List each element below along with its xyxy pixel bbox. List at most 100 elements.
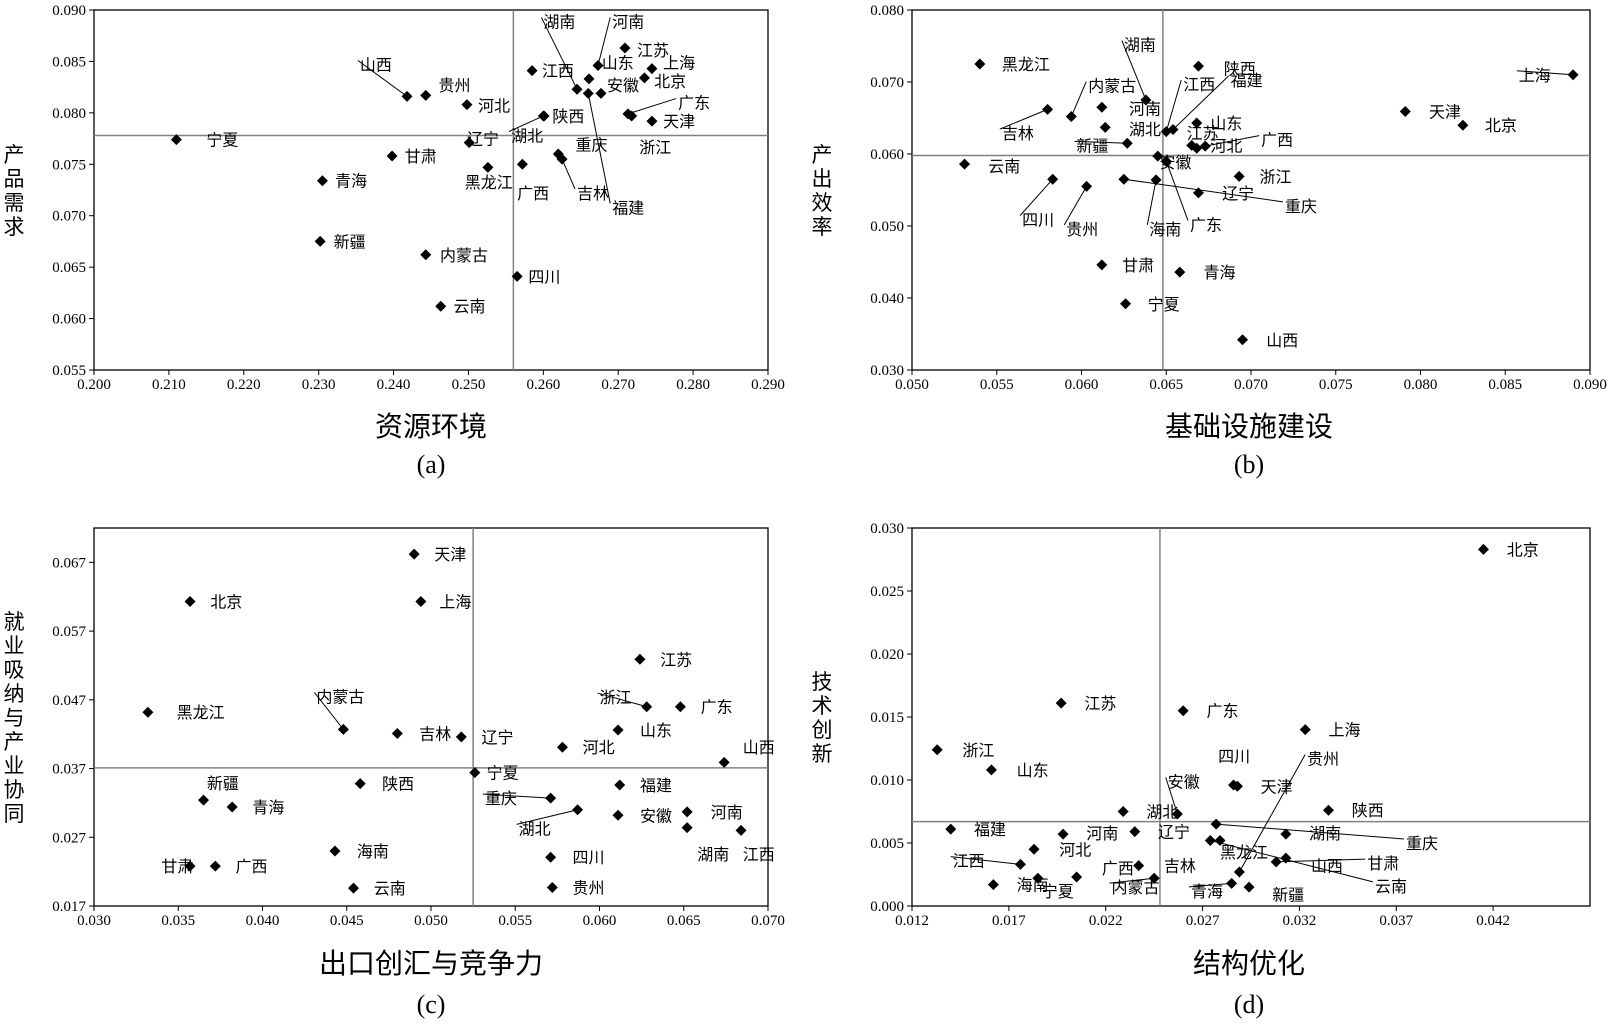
data-point-marker: [1152, 150, 1164, 162]
data-point-label: 山东: [640, 721, 672, 740]
data-point-marker: [1191, 117, 1203, 129]
data-point-marker: [1118, 173, 1130, 185]
data-point-label: 河南: [711, 803, 743, 822]
x-tick-label: 0.260: [526, 377, 560, 393]
data-point-marker: [1160, 126, 1172, 138]
y-tick-label: 0.080: [52, 106, 86, 122]
data-point-label: 广西: [517, 184, 549, 203]
data-point-label: 新疆: [1076, 136, 1108, 155]
y-tick-label: 0.000: [870, 899, 904, 915]
data-point-label: 湖南: [697, 845, 729, 864]
data-point-marker: [1199, 140, 1211, 152]
data-point-label: 河北: [1210, 136, 1242, 155]
data-point-marker: [634, 653, 646, 665]
data-point-label: 黑龙江: [1002, 55, 1050, 74]
x-tick-label: 0.012: [895, 913, 929, 929]
data-point-marker: [142, 706, 154, 718]
panel-caption: (c): [417, 990, 446, 1019]
data-point-marker: [1117, 806, 1129, 817]
x-tick-label: 0.270: [601, 377, 635, 393]
leader-line: [540, 17, 578, 90]
y-tick-label: 0.005: [870, 836, 904, 852]
data-point-label: 福建: [612, 198, 644, 217]
leader-line: [1205, 135, 1260, 147]
leader-line: [561, 158, 576, 190]
leader-line: [597, 17, 611, 66]
leader-line: [587, 93, 611, 204]
data-point-marker: [401, 90, 413, 102]
data-point-label: 河北: [1059, 840, 1091, 859]
data-point-marker: [987, 879, 999, 891]
data-point-marker: [420, 89, 432, 101]
x-tick-label: 0.290: [751, 377, 785, 393]
y-tick-label: 0.065: [52, 260, 86, 276]
data-point-marker: [455, 731, 467, 743]
data-point-label: 江西: [953, 852, 985, 871]
data-point-marker: [435, 300, 447, 312]
data-point-marker: [386, 150, 398, 162]
x-tick-label: 0.200: [77, 377, 111, 393]
data-point-label: 天津: [1261, 777, 1293, 796]
data-point-marker: [1028, 843, 1040, 855]
data-point-label: 宁夏: [487, 764, 519, 783]
data-point-label: 辽宁: [482, 728, 514, 747]
data-point-marker: [959, 158, 971, 170]
data-point-marker: [1204, 834, 1216, 846]
panel-caption: (b): [1234, 450, 1264, 479]
data-point-label: 云南: [1375, 877, 1407, 896]
data-point-label: 重庆: [485, 789, 517, 808]
data-point-marker: [1299, 724, 1311, 736]
leader-line: [1165, 777, 1178, 815]
data-point-marker: [511, 270, 523, 282]
data-point-label: 浙江: [962, 741, 994, 760]
leader-line: [1216, 823, 1405, 840]
y-tick-label: 0.027: [52, 830, 86, 846]
x-tick-label: 0.085: [1488, 377, 1522, 393]
data-point-label: 江西: [743, 845, 775, 864]
data-point-marker: [592, 60, 604, 72]
data-point-label: 河北: [478, 97, 510, 116]
data-point-label: 江苏: [1084, 694, 1116, 713]
data-point-label: 广东: [701, 698, 733, 717]
data-point-label: 江苏: [1187, 124, 1219, 143]
data-point-marker: [226, 801, 238, 813]
data-point-marker: [1192, 187, 1204, 199]
y-tick-label: 0.017: [52, 899, 86, 915]
x-tick-label: 0.065: [1149, 377, 1183, 393]
x-tick-label: 0.060: [1065, 377, 1099, 393]
y-tick-label: 0.070: [52, 209, 86, 225]
data-point-label: 北京: [654, 72, 686, 91]
data-point-marker: [614, 779, 626, 791]
data-point-label: 贵州: [438, 76, 470, 95]
data-point-label: 湖北: [511, 126, 543, 145]
data-point-marker: [1099, 121, 1111, 133]
y-tick-label: 0.020: [870, 647, 904, 663]
x-tick-label: 0.250: [452, 377, 486, 393]
data-point-marker: [583, 73, 595, 85]
data-point-marker: [1191, 142, 1203, 154]
data-point-label: 浙江: [1259, 167, 1291, 186]
leader-line: [1146, 179, 1157, 225]
data-point-label: 四川: [1218, 747, 1250, 766]
data-point-label: 贵州: [1307, 750, 1339, 769]
data-point-marker: [1192, 60, 1204, 72]
data-point-marker: [626, 110, 638, 122]
data-point-label: 辽宁: [1158, 823, 1190, 842]
leader-line: [1238, 754, 1306, 873]
y-axis-title: 就业吸纳与产业协同: [4, 610, 25, 826]
data-point-marker: [1133, 860, 1145, 872]
data-point-label: 宁夏: [206, 131, 238, 150]
y-tick-label: 0.030: [870, 521, 904, 537]
y-tick-label: 0.050: [870, 219, 904, 235]
data-point-label: 福建: [1231, 71, 1263, 90]
data-point-label: 吉林: [577, 184, 609, 203]
data-point-label: 江西: [542, 62, 574, 81]
data-point-label: 吉林: [1164, 857, 1196, 876]
data-point-label: 新疆: [1272, 886, 1304, 905]
leader-line: [1063, 186, 1088, 226]
data-point-marker: [198, 794, 210, 806]
data-point-marker: [1032, 872, 1044, 884]
x-tick-label: 0.075: [1319, 377, 1353, 393]
leader-line: [597, 692, 647, 708]
